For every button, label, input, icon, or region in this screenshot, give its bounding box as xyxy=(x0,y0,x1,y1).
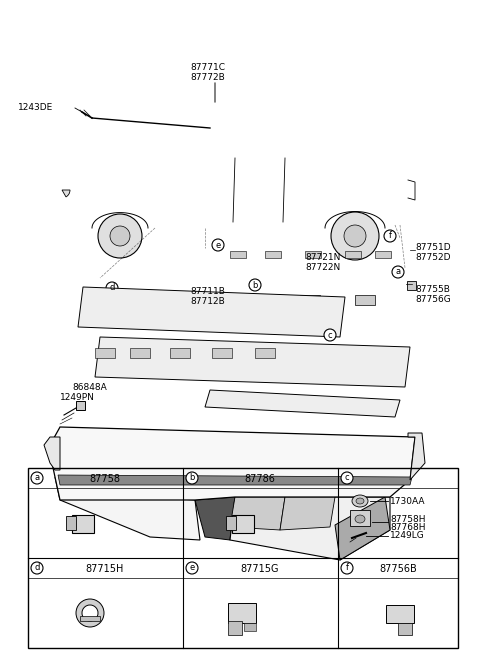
Ellipse shape xyxy=(356,498,364,504)
FancyBboxPatch shape xyxy=(66,516,76,530)
Circle shape xyxy=(186,472,198,484)
FancyBboxPatch shape xyxy=(228,603,256,623)
Polygon shape xyxy=(335,497,390,560)
Circle shape xyxy=(341,472,353,484)
Polygon shape xyxy=(78,287,345,337)
Circle shape xyxy=(31,472,43,484)
FancyBboxPatch shape xyxy=(244,623,256,631)
Text: c: c xyxy=(345,474,349,483)
Circle shape xyxy=(31,562,43,574)
Circle shape xyxy=(98,214,142,258)
Polygon shape xyxy=(280,497,335,530)
FancyBboxPatch shape xyxy=(407,281,416,290)
Polygon shape xyxy=(195,497,235,540)
FancyBboxPatch shape xyxy=(230,251,246,258)
Circle shape xyxy=(186,562,198,574)
Text: d: d xyxy=(34,563,40,572)
FancyBboxPatch shape xyxy=(250,295,270,305)
Text: b: b xyxy=(252,280,258,290)
FancyBboxPatch shape xyxy=(255,348,275,358)
Circle shape xyxy=(106,282,118,294)
Circle shape xyxy=(344,225,366,247)
Circle shape xyxy=(384,230,396,242)
Text: 87756G: 87756G xyxy=(415,295,451,303)
FancyBboxPatch shape xyxy=(355,295,375,305)
Text: 87758H: 87758H xyxy=(390,515,425,525)
Text: 87758: 87758 xyxy=(89,474,120,484)
FancyBboxPatch shape xyxy=(305,251,321,258)
Text: 87771C: 87771C xyxy=(190,64,225,73)
Polygon shape xyxy=(230,497,285,530)
Text: 1249PN: 1249PN xyxy=(60,392,95,402)
Text: 87786: 87786 xyxy=(245,474,276,484)
Polygon shape xyxy=(230,497,390,560)
Circle shape xyxy=(341,562,353,574)
Text: c: c xyxy=(328,331,332,339)
FancyBboxPatch shape xyxy=(72,515,94,533)
FancyBboxPatch shape xyxy=(350,510,370,526)
FancyBboxPatch shape xyxy=(386,605,414,623)
Text: b: b xyxy=(189,474,195,483)
FancyBboxPatch shape xyxy=(232,515,254,533)
Text: 87715G: 87715G xyxy=(241,564,279,574)
Text: 86848A: 86848A xyxy=(72,383,107,392)
FancyBboxPatch shape xyxy=(95,348,115,358)
FancyBboxPatch shape xyxy=(345,251,361,258)
Circle shape xyxy=(331,212,379,260)
Text: a: a xyxy=(396,267,401,276)
Text: d: d xyxy=(109,284,115,293)
Text: 87755B: 87755B xyxy=(415,286,450,295)
Polygon shape xyxy=(55,477,200,540)
FancyBboxPatch shape xyxy=(170,348,190,358)
Polygon shape xyxy=(58,475,412,485)
FancyBboxPatch shape xyxy=(226,516,236,530)
FancyBboxPatch shape xyxy=(155,295,175,305)
Text: 87772B: 87772B xyxy=(190,73,225,81)
Text: 87712B: 87712B xyxy=(190,297,225,305)
Polygon shape xyxy=(95,337,410,387)
Text: 87756B: 87756B xyxy=(379,564,417,574)
Text: 1730AA: 1730AA xyxy=(390,496,425,506)
Wedge shape xyxy=(62,190,70,197)
Ellipse shape xyxy=(352,495,368,507)
Text: e: e xyxy=(216,240,221,250)
FancyBboxPatch shape xyxy=(300,295,320,305)
Text: 87722N: 87722N xyxy=(305,263,340,272)
Text: 87752D: 87752D xyxy=(415,252,451,261)
Polygon shape xyxy=(205,390,400,417)
Text: 87715H: 87715H xyxy=(86,564,124,574)
FancyBboxPatch shape xyxy=(130,348,150,358)
Circle shape xyxy=(249,279,261,291)
Text: e: e xyxy=(190,563,194,572)
Circle shape xyxy=(212,239,224,251)
Text: 1243DE: 1243DE xyxy=(18,103,53,113)
Text: a: a xyxy=(35,474,39,483)
Polygon shape xyxy=(50,427,415,500)
FancyBboxPatch shape xyxy=(80,616,100,621)
FancyBboxPatch shape xyxy=(265,251,281,258)
FancyBboxPatch shape xyxy=(200,295,220,305)
Text: 87751D: 87751D xyxy=(415,244,451,252)
FancyBboxPatch shape xyxy=(76,401,85,410)
Bar xyxy=(28,468,458,648)
Circle shape xyxy=(110,226,130,246)
Text: 87711B: 87711B xyxy=(190,288,225,297)
Circle shape xyxy=(324,329,336,341)
Circle shape xyxy=(392,266,404,278)
Polygon shape xyxy=(44,437,60,470)
FancyBboxPatch shape xyxy=(398,623,412,635)
Polygon shape xyxy=(408,433,425,480)
FancyBboxPatch shape xyxy=(228,621,242,635)
Ellipse shape xyxy=(355,515,365,523)
FancyBboxPatch shape xyxy=(212,348,232,358)
FancyBboxPatch shape xyxy=(375,251,391,258)
Text: f: f xyxy=(346,563,348,572)
Text: 1249LG: 1249LG xyxy=(390,531,425,540)
Text: 87721N: 87721N xyxy=(305,253,340,263)
Text: f: f xyxy=(388,231,392,240)
Text: 87768H: 87768H xyxy=(390,523,425,533)
